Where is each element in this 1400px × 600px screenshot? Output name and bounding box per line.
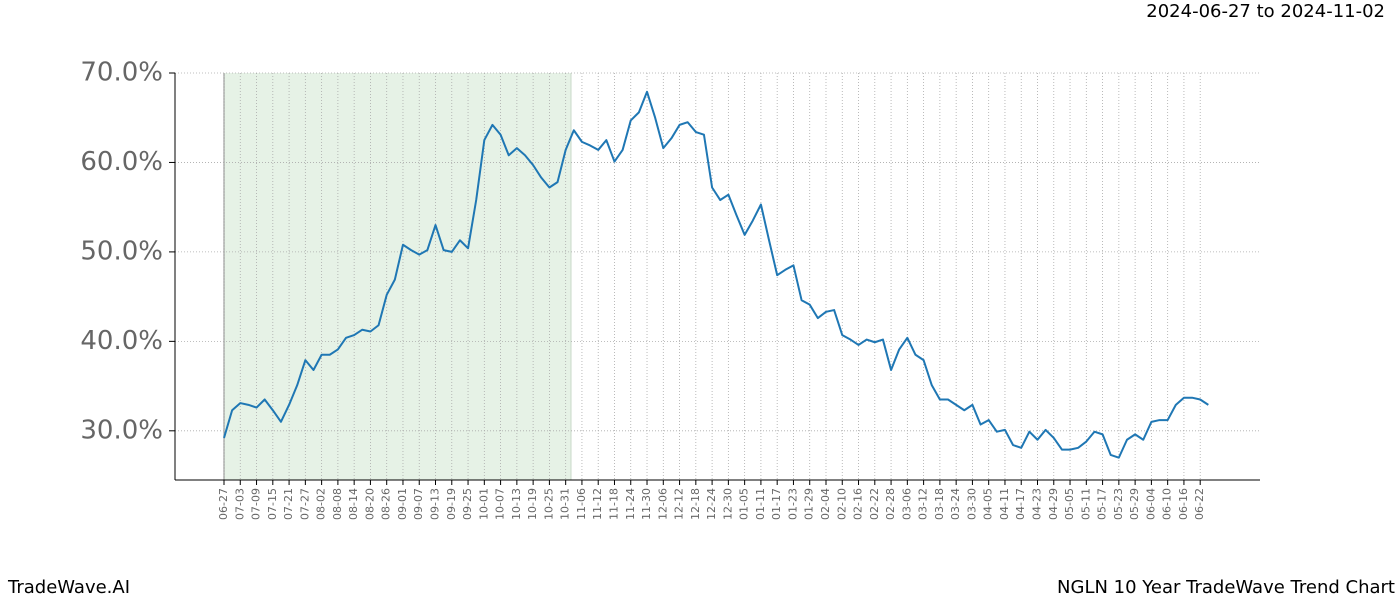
x-tick-label: 10-25 <box>542 488 555 520</box>
x-tick-label: 08-08 <box>331 488 344 520</box>
x-tick-label: 10-13 <box>510 488 523 520</box>
x-tick-label: 08-26 <box>380 488 393 520</box>
x-tick-label: 08-14 <box>347 488 360 520</box>
x-tick-label: 01-05 <box>738 488 751 520</box>
x-tick-label: 12-06 <box>656 488 669 520</box>
x-tick-label: 08-02 <box>315 488 328 520</box>
x-tick-label: 06-04 <box>1144 488 1157 520</box>
y-tick-label: 40.0% <box>80 326 163 356</box>
y-tick-label: 30.0% <box>80 415 163 445</box>
x-tick-label: 10-31 <box>559 488 572 520</box>
x-tick-label: 10-01 <box>477 488 490 520</box>
x-tick-label: 07-27 <box>298 488 311 520</box>
x-tick-label: 04-29 <box>1047 488 1060 520</box>
x-tick-label: 07-03 <box>233 488 246 520</box>
plot <box>223 90 1209 459</box>
x-tick-label: 09-19 <box>445 488 458 520</box>
x-tick-label: 10-07 <box>494 488 507 520</box>
x-tick-label: 01-17 <box>770 488 783 520</box>
x-tick-label: 04-05 <box>982 488 995 520</box>
brand: TradeWave.AI <box>7 577 130 598</box>
x-tick-label: 12-24 <box>705 488 718 520</box>
x-tick-label: 03-30 <box>965 488 978 520</box>
x-tick-label: 12-12 <box>673 488 686 520</box>
x-tick-label: 05-05 <box>1063 488 1076 520</box>
x-tick-label: 01-23 <box>786 488 799 520</box>
x-tick-label: 09-13 <box>429 488 442 520</box>
date-range: 2024-06-27 to 2024-11-02 <box>1146 1 1385 22</box>
x-tick-label: 03-24 <box>949 488 962 520</box>
x-tick-label: 05-17 <box>1096 488 1109 520</box>
x-tick-label: 11-30 <box>640 488 653 520</box>
x-tick-label: 09-01 <box>396 488 409 520</box>
x-tick-label: 05-29 <box>1128 488 1141 520</box>
x-tick-label: 08-20 <box>363 488 376 520</box>
chart-title: NGLN 10 Year TradeWave Trend Chart <box>1057 577 1395 598</box>
x-tick-label: 09-25 <box>461 488 474 520</box>
x-tick-label: 11-24 <box>624 488 637 520</box>
x-tick-label: 06-16 <box>1177 488 1190 520</box>
x-tick-label: 02-22 <box>868 488 881 520</box>
x-tick-label: 09-07 <box>412 488 425 520</box>
x-tick-label: 07-15 <box>266 488 279 520</box>
x-tick-label: 02-10 <box>835 488 848 520</box>
y-tick-label: 70.0% <box>80 58 163 88</box>
x-tick-label: 01-11 <box>754 488 767 520</box>
x-tick-label: 04-23 <box>1031 488 1044 520</box>
x-tick-label: 02-16 <box>852 488 865 520</box>
x-tick-label: 07-21 <box>282 488 295 520</box>
x-tick-label: 05-23 <box>1112 488 1125 520</box>
x-tick-label: 10-19 <box>526 488 539 520</box>
x-tick-label: 07-09 <box>250 488 263 520</box>
grid <box>175 72 1260 480</box>
x-tick-label: 11-18 <box>607 488 620 520</box>
x-tick-label: 06-27 <box>217 488 230 520</box>
highlight-window <box>224 73 571 480</box>
x-tick-label: 04-11 <box>998 488 1011 520</box>
x-tick-label: 06-10 <box>1161 488 1174 520</box>
x-tick-label: 02-04 <box>819 488 832 520</box>
x-tick-label: 02-28 <box>884 488 897 520</box>
x-tick-label: 03-12 <box>917 488 930 520</box>
x-tick-label: 03-06 <box>900 488 913 520</box>
x-tick-label: 12-30 <box>721 488 734 520</box>
x-tick-label: 04-17 <box>1014 488 1027 520</box>
y-tick-label: 60.0% <box>80 147 163 177</box>
y-tick-label: 50.0% <box>80 236 163 266</box>
x-tick-label: 11-06 <box>575 488 588 520</box>
x-tick-label: 06-22 <box>1193 488 1206 520</box>
x-tick-label: 01-29 <box>803 488 816 520</box>
x-tick-label: 11-12 <box>591 488 604 520</box>
x-tick-label: 05-11 <box>1079 488 1092 520</box>
x-tick-label: 03-18 <box>933 488 946 520</box>
x-tick-label: 12-18 <box>689 488 702 520</box>
trend-line <box>223 90 1209 459</box>
